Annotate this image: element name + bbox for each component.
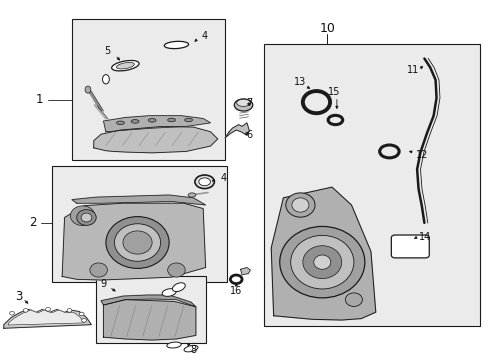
Ellipse shape (116, 121, 124, 125)
Text: 8: 8 (190, 345, 196, 355)
Polygon shape (103, 116, 210, 132)
Text: 4: 4 (220, 173, 226, 183)
Ellipse shape (184, 118, 192, 122)
Ellipse shape (77, 210, 96, 225)
Ellipse shape (81, 319, 86, 322)
Text: 15: 15 (327, 87, 340, 98)
Ellipse shape (162, 289, 176, 296)
Ellipse shape (195, 175, 214, 189)
Ellipse shape (102, 75, 109, 84)
Ellipse shape (70, 206, 95, 226)
Bar (264, 44, 479, 327)
FancyBboxPatch shape (390, 235, 428, 258)
Ellipse shape (116, 62, 134, 69)
Ellipse shape (79, 312, 84, 316)
Bar (52, 166, 227, 282)
Polygon shape (103, 300, 196, 340)
Polygon shape (72, 195, 205, 205)
Text: 14: 14 (418, 232, 430, 242)
Ellipse shape (166, 342, 181, 348)
Ellipse shape (345, 293, 362, 306)
Ellipse shape (148, 118, 156, 122)
Ellipse shape (85, 86, 91, 93)
Polygon shape (240, 267, 250, 275)
Polygon shape (94, 126, 217, 153)
Ellipse shape (122, 231, 152, 254)
Text: 4: 4 (201, 31, 207, 41)
Ellipse shape (111, 60, 139, 71)
Ellipse shape (279, 226, 364, 298)
Text: 11: 11 (407, 65, 419, 75)
Ellipse shape (131, 120, 139, 123)
Ellipse shape (45, 307, 50, 311)
Ellipse shape (172, 283, 185, 292)
Text: 12: 12 (415, 150, 427, 160)
Ellipse shape (164, 41, 188, 49)
Text: 5: 5 (104, 46, 110, 57)
Ellipse shape (236, 99, 250, 107)
Ellipse shape (106, 217, 169, 269)
Ellipse shape (313, 255, 330, 269)
Ellipse shape (81, 213, 92, 222)
Text: 10: 10 (319, 22, 334, 35)
Polygon shape (101, 295, 196, 307)
Polygon shape (271, 187, 375, 320)
Text: 13: 13 (293, 77, 305, 87)
Polygon shape (62, 203, 205, 280)
Ellipse shape (302, 246, 341, 279)
Polygon shape (224, 123, 249, 138)
Polygon shape (4, 309, 91, 328)
Ellipse shape (167, 118, 175, 122)
Ellipse shape (10, 311, 15, 315)
Text: 7: 7 (246, 98, 252, 108)
Ellipse shape (67, 309, 72, 312)
Text: 3: 3 (15, 289, 22, 303)
Ellipse shape (23, 309, 28, 312)
Ellipse shape (199, 178, 210, 186)
Ellipse shape (183, 345, 198, 352)
Polygon shape (9, 310, 84, 325)
Text: 1: 1 (36, 93, 43, 106)
Ellipse shape (188, 193, 196, 197)
Bar (96, 276, 205, 342)
Bar (72, 19, 224, 160)
Text: 6: 6 (246, 130, 252, 140)
Ellipse shape (285, 193, 314, 217)
Ellipse shape (234, 99, 252, 111)
Text: 2: 2 (29, 216, 37, 229)
Ellipse shape (90, 263, 107, 277)
Ellipse shape (167, 263, 185, 277)
Ellipse shape (114, 224, 160, 261)
Text: 16: 16 (230, 287, 242, 296)
Text: 9: 9 (100, 279, 106, 289)
Ellipse shape (291, 198, 308, 212)
Ellipse shape (290, 235, 353, 289)
